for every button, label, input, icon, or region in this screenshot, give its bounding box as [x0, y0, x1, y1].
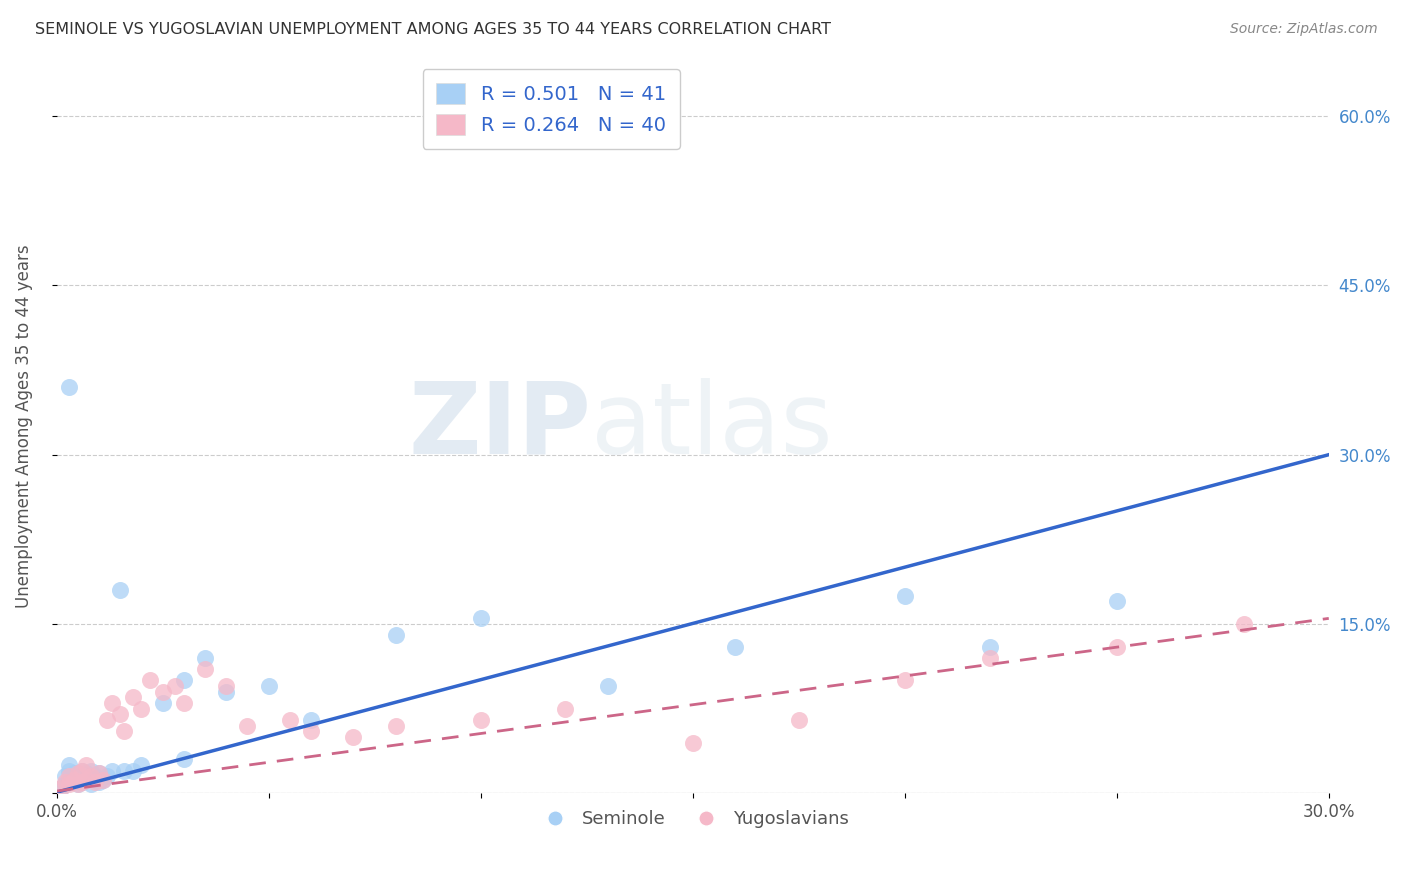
Point [49, 780, 72, 795]
Point [114, 764, 136, 778]
Point [131, 701, 153, 715]
Point [66, 766, 89, 780]
Point [1233, 617, 1256, 632]
Point [58, 758, 80, 772]
Point [53, 777, 76, 791]
Point [173, 673, 195, 688]
Point [62, 772, 84, 787]
Point [70, 775, 93, 789]
Point [70, 775, 93, 789]
Point [62, 772, 84, 787]
Point [83, 775, 105, 789]
Point [79, 769, 101, 783]
Point [49, 780, 72, 795]
Point [87, 766, 110, 780]
Point [257, 679, 280, 693]
Point [75, 758, 97, 772]
Point [66, 769, 89, 783]
Point [70, 764, 93, 778]
Point [58, 775, 80, 789]
Point [385, 628, 408, 642]
Point [152, 685, 174, 699]
Point [131, 758, 153, 772]
Point [58, 769, 80, 783]
Point [53, 769, 76, 783]
Text: atlas: atlas [591, 378, 832, 475]
Point [122, 690, 145, 705]
Point [215, 685, 238, 699]
Point [79, 777, 101, 791]
Point [299, 724, 322, 739]
Point [122, 764, 145, 778]
Point [70, 764, 93, 778]
Point [893, 673, 915, 688]
Point [165, 679, 187, 693]
Point [110, 707, 132, 722]
Point [100, 696, 122, 710]
Point [215, 679, 238, 693]
Point [58, 764, 80, 778]
Point [114, 724, 136, 739]
Point [979, 640, 1001, 654]
Point [299, 713, 322, 727]
Point [83, 769, 105, 783]
Point [87, 775, 110, 789]
Point [470, 611, 492, 625]
Point [682, 735, 704, 749]
Point [385, 718, 408, 732]
Point [194, 651, 217, 665]
Point [66, 777, 89, 791]
Point [87, 766, 110, 780]
Point [278, 713, 301, 727]
Point [96, 769, 118, 783]
Point [173, 696, 195, 710]
Y-axis label: Unemployment Among Ages 35 to 44 years: Unemployment Among Ages 35 to 44 years [15, 244, 32, 608]
Point [236, 718, 259, 732]
Point [66, 777, 89, 791]
Point [110, 583, 132, 598]
Legend: Seminole, Yugoslavians: Seminole, Yugoslavians [530, 803, 856, 836]
Point [787, 713, 810, 727]
Point [91, 772, 114, 787]
Point [152, 696, 174, 710]
Point [58, 380, 80, 394]
Point [342, 730, 364, 744]
Point [724, 640, 747, 654]
Point [75, 772, 97, 787]
Text: Source: ZipAtlas.com: Source: ZipAtlas.com [1230, 22, 1378, 37]
Point [1105, 594, 1128, 608]
Point [139, 673, 162, 688]
Text: SEMINOLE VS YUGOSLAVIAN UNEMPLOYMENT AMONG AGES 35 TO 44 YEARS CORRELATION CHART: SEMINOLE VS YUGOSLAVIAN UNEMPLOYMENT AMO… [35, 22, 831, 37]
Point [62, 766, 84, 780]
Point [979, 651, 1001, 665]
Point [173, 752, 195, 766]
Point [75, 772, 97, 787]
Point [79, 764, 101, 778]
Point [91, 772, 114, 787]
Point [596, 679, 619, 693]
Point [893, 589, 915, 603]
Point [554, 701, 576, 715]
Point [96, 713, 118, 727]
Point [194, 662, 217, 676]
Point [470, 713, 492, 727]
Point [75, 766, 97, 780]
Point [100, 764, 122, 778]
Point [1105, 640, 1128, 654]
Point [53, 775, 76, 789]
Text: ZIP: ZIP [408, 378, 591, 475]
Point [58, 777, 80, 791]
